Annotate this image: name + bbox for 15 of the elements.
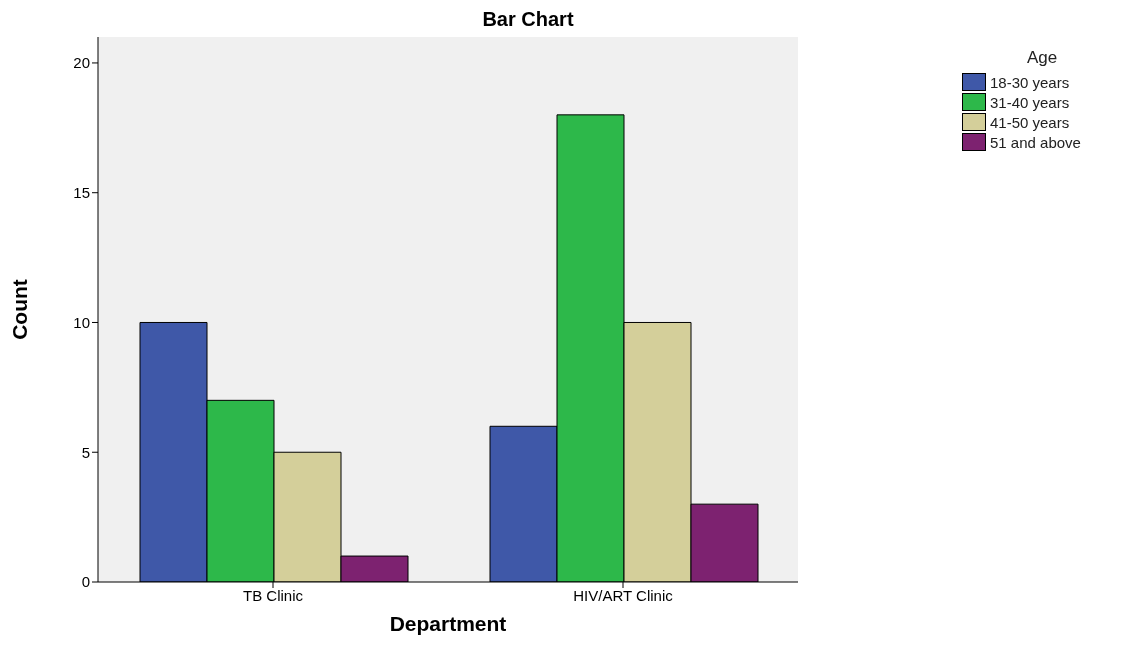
y-tick-label: 0 <box>81 573 90 591</box>
y-tick-label: 20 <box>73 54 90 72</box>
x-tick-label: TB Clinic <box>242 586 304 604</box>
legend-title: Age <box>1025 48 1059 68</box>
x-axis-title: Department <box>389 612 507 635</box>
legend-label: 41-50 years <box>990 113 1070 131</box>
legend-label: 18-30 years <box>990 73 1070 91</box>
y-tick-label: 15 <box>73 184 90 202</box>
y-tick-label: 10 <box>73 313 90 331</box>
x-tick-label: HIV/ART Clinic <box>573 586 674 604</box>
legend-label: 31-40 years <box>990 93 1070 111</box>
legend-label: 51 and above <box>990 133 1081 151</box>
chart-title: Bar Chart <box>481 8 575 31</box>
y-axis-title: Count <box>8 279 32 340</box>
y-tick-label: 5 <box>81 443 90 461</box>
